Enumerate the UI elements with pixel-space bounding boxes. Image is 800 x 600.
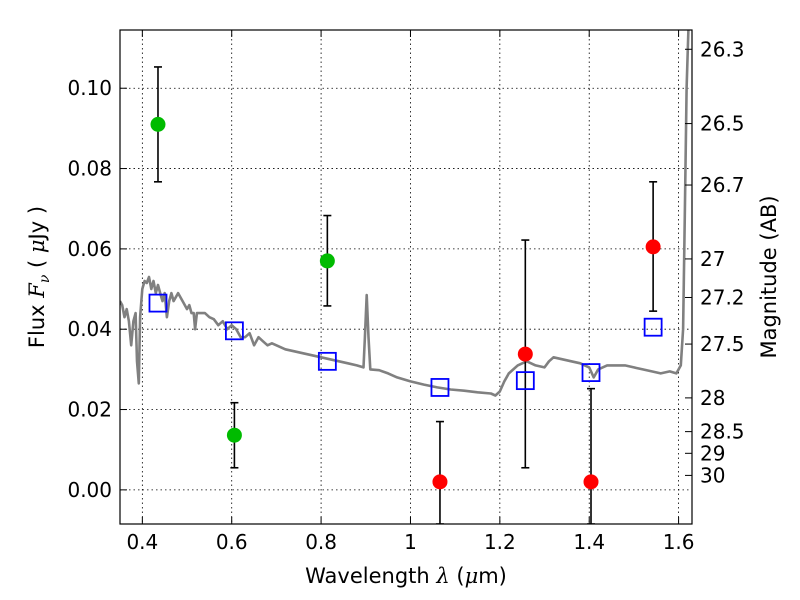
red-data-point <box>432 474 448 490</box>
secondary-y-axis-label: Magnitude (AB) <box>757 195 781 358</box>
y-tick-label: 0.00 <box>67 478 112 502</box>
model-band-square <box>224 321 244 341</box>
ticks: 0.4 0.6 0.8 1 1.2 1.4 1.6 0.00 0.02 0.04 0.06 0.08 0… <box>67 30 745 554</box>
model-band-square <box>148 293 168 313</box>
magnitude-tick-label: 27 <box>700 247 725 271</box>
model-spectrum-line <box>120 30 690 397</box>
plot-background <box>120 30 692 524</box>
red-data-point <box>517 346 533 362</box>
y-tick-label: 0.04 <box>67 317 112 341</box>
x-tick-label: 1.4 <box>573 530 605 554</box>
green-data-point <box>150 116 166 132</box>
magnitude-tick-label: 28.5 <box>700 420 745 444</box>
red-data-point <box>583 474 599 490</box>
green-data-point <box>226 427 242 443</box>
x-tick-label: 0.4 <box>126 530 158 554</box>
x-tick-label: 0.6 <box>216 530 248 554</box>
red-data-point <box>645 239 661 255</box>
magnitude-tick-label: 27.2 <box>700 285 745 309</box>
grid <box>120 30 692 524</box>
magnitude-tick-label: 26.5 <box>700 112 745 136</box>
model-band-square <box>515 371 535 391</box>
model-band-square <box>430 378 450 397</box>
magnitude-tick-label: 30 <box>700 463 725 487</box>
magnitude-tick-label: 29 <box>700 441 725 465</box>
x-tick-label: 0.8 <box>305 530 337 554</box>
model-band-square <box>581 363 601 382</box>
model-band-square <box>317 351 337 371</box>
y-axis-label: Flux Fν ( μJy ) <box>25 206 53 348</box>
magnitude-tick-label: 26.3 <box>700 37 745 61</box>
x-tick-label: 1 <box>404 530 417 554</box>
magnitude-tick-label: 28 <box>700 386 725 410</box>
y-tick-label: 0.10 <box>67 76 112 100</box>
magnitude-tick-label: 27.5 <box>700 332 745 356</box>
model-band-square <box>643 317 663 337</box>
magnitude-tick-label: 26.7 <box>700 173 745 197</box>
y-tick-label: 0.02 <box>67 398 112 422</box>
x-axis-label: Wavelength λ (μm) <box>305 564 507 588</box>
data-layer <box>120 30 690 524</box>
x-tick-label: 1.6 <box>663 530 695 554</box>
green-data-point <box>319 253 335 269</box>
plot-frame <box>119 29 693 525</box>
y-tick-label: 0.08 <box>67 157 112 181</box>
x-tick-label: 1.2 <box>484 530 516 554</box>
y-tick-label: 0.06 <box>67 237 112 261</box>
